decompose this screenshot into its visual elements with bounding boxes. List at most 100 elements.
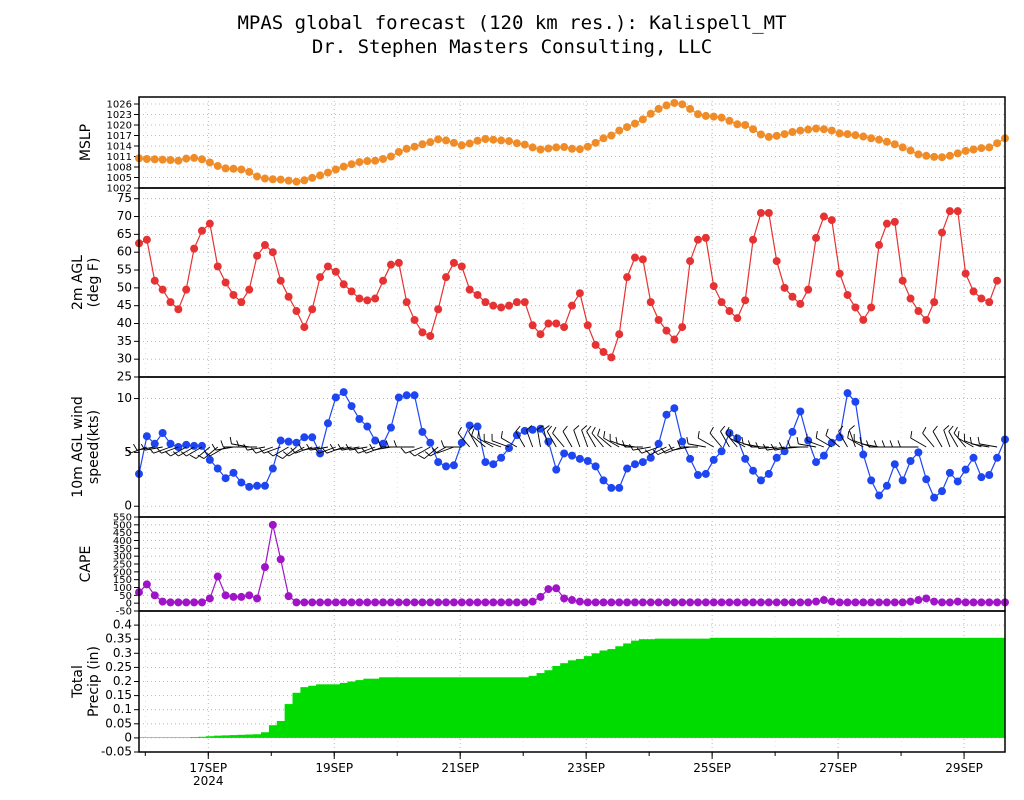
wind-speed-point bbox=[827, 438, 836, 447]
barb-flag bbox=[526, 425, 533, 431]
y-tick-label: 250 bbox=[113, 560, 132, 571]
cape-point bbox=[260, 563, 269, 572]
temperature-point bbox=[213, 262, 222, 271]
barb-flag bbox=[709, 426, 714, 434]
wind-speed-point bbox=[253, 481, 262, 490]
barb-shaft bbox=[471, 435, 486, 448]
barb-shaft bbox=[282, 446, 297, 459]
mslp-point bbox=[693, 110, 702, 119]
temperature-point bbox=[426, 331, 435, 340]
cape-point bbox=[316, 598, 325, 607]
wind-barb bbox=[483, 433, 502, 448]
barb-shaft bbox=[957, 437, 974, 448]
precip-bar bbox=[347, 681, 356, 738]
barb-shaft bbox=[373, 446, 392, 451]
wind-speed-point bbox=[741, 454, 750, 463]
y-tick-label: 1005 bbox=[107, 173, 132, 184]
y-tick-label: 5 bbox=[124, 445, 132, 459]
temperature-point bbox=[568, 301, 576, 310]
cape-point bbox=[772, 598, 781, 607]
precip-bar bbox=[536, 673, 545, 738]
wind-barb bbox=[806, 433, 825, 448]
cape-point bbox=[426, 598, 435, 607]
mslp-point bbox=[237, 165, 246, 174]
barb-shaft bbox=[861, 443, 880, 448]
wind-speed-point bbox=[788, 427, 797, 436]
mslp-point bbox=[993, 139, 1002, 148]
precip-bar bbox=[174, 737, 183, 738]
precip-bar bbox=[985, 637, 994, 738]
cape-point bbox=[560, 594, 569, 603]
barb-flag bbox=[329, 443, 335, 451]
barb-flag bbox=[881, 440, 886, 448]
mslp-point bbox=[323, 168, 332, 177]
mslp-point bbox=[284, 176, 293, 185]
barb-flag bbox=[229, 436, 232, 444]
barb-flag bbox=[337, 443, 343, 451]
wind-barb bbox=[847, 431, 864, 448]
cape-point bbox=[780, 598, 789, 607]
y-tick-label: 55 bbox=[117, 263, 132, 277]
precip-bar bbox=[859, 637, 868, 738]
barb-shaft bbox=[910, 437, 927, 448]
y-tick-label: 1002 bbox=[107, 184, 132, 195]
wind-barb bbox=[720, 425, 730, 448]
y-tick-label: 200 bbox=[113, 567, 132, 578]
y-tick-label: 100 bbox=[113, 583, 132, 594]
y-tick-label: 500 bbox=[113, 520, 132, 531]
cape-point bbox=[331, 598, 340, 607]
precip-bar bbox=[324, 684, 333, 738]
barb-flag bbox=[660, 447, 666, 454]
cape-point bbox=[339, 598, 348, 607]
barb-flag bbox=[133, 443, 138, 451]
barb-shaft bbox=[186, 446, 203, 457]
barb-shaft bbox=[231, 443, 250, 448]
barb-shaft bbox=[430, 446, 447, 457]
barb-flag bbox=[848, 425, 855, 431]
wind-barb bbox=[969, 436, 990, 448]
mslp-point bbox=[473, 136, 482, 145]
precip-bar bbox=[819, 637, 829, 738]
temperature-point bbox=[418, 328, 427, 337]
precip-bar bbox=[268, 725, 278, 738]
precip-bar bbox=[150, 737, 160, 738]
wind-barb bbox=[164, 446, 187, 457]
y-tick-label: 50 bbox=[117, 280, 132, 294]
temperature-point bbox=[174, 305, 183, 314]
barb-shaft bbox=[825, 435, 840, 448]
wind-speed-point bbox=[316, 449, 325, 458]
mslp-point bbox=[796, 126, 805, 135]
barb-shaft bbox=[591, 432, 604, 448]
wind-speed-point bbox=[520, 426, 529, 435]
temperature-point bbox=[654, 315, 663, 324]
temperature-point bbox=[221, 278, 230, 287]
wind-speed-point bbox=[882, 481, 891, 490]
cape-point bbox=[520, 598, 529, 607]
mslp-point bbox=[276, 175, 285, 184]
mslp-point bbox=[371, 156, 380, 165]
cape-point bbox=[528, 597, 537, 606]
temperature-point bbox=[977, 294, 986, 303]
wind-speed-point bbox=[465, 421, 474, 430]
precip-bar bbox=[229, 735, 238, 738]
mslp-point bbox=[898, 143, 907, 152]
precip-bar bbox=[615, 646, 624, 738]
cape-point bbox=[599, 598, 608, 607]
temperature-point bbox=[835, 269, 844, 278]
mslp-point bbox=[583, 142, 592, 151]
precip-bar bbox=[599, 650, 608, 738]
mslp-point bbox=[339, 162, 348, 171]
mslp-point bbox=[253, 172, 262, 181]
barb-shaft bbox=[573, 429, 581, 448]
x-tick-label: 29SEP bbox=[945, 761, 983, 775]
temperature-point bbox=[630, 253, 639, 262]
barb-flag bbox=[236, 440, 240, 448]
mslp-point bbox=[434, 135, 443, 144]
wind-barb bbox=[432, 446, 455, 454]
temperature-point bbox=[914, 307, 923, 316]
temperature-point bbox=[402, 298, 411, 307]
barb-shaft bbox=[405, 446, 423, 454]
barb-flag bbox=[953, 426, 958, 434]
